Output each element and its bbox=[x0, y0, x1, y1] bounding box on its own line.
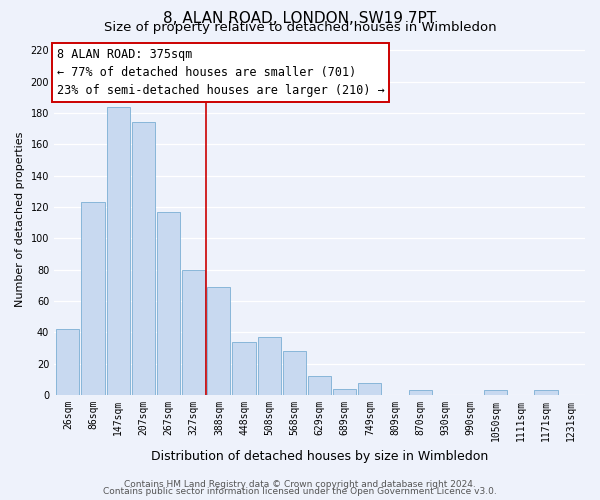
Bar bbox=[333, 389, 356, 395]
Bar bbox=[207, 287, 230, 395]
Text: 8, ALAN ROAD, LONDON, SW19 7PT: 8, ALAN ROAD, LONDON, SW19 7PT bbox=[163, 11, 437, 26]
Bar bbox=[409, 390, 432, 395]
Text: Contains public sector information licensed under the Open Government Licence v3: Contains public sector information licen… bbox=[103, 487, 497, 496]
Bar bbox=[82, 202, 104, 395]
Bar bbox=[232, 342, 256, 395]
Bar bbox=[107, 107, 130, 395]
Bar bbox=[132, 122, 155, 395]
Bar bbox=[182, 270, 205, 395]
Text: 8 ALAN ROAD: 375sqm
← 77% of detached houses are smaller (701)
23% of semi-detac: 8 ALAN ROAD: 375sqm ← 77% of detached ho… bbox=[56, 48, 385, 97]
X-axis label: Distribution of detached houses by size in Wimbledon: Distribution of detached houses by size … bbox=[151, 450, 488, 462]
Bar bbox=[535, 390, 557, 395]
Bar bbox=[308, 376, 331, 395]
Y-axis label: Number of detached properties: Number of detached properties bbox=[15, 131, 25, 306]
Bar bbox=[56, 330, 79, 395]
Bar bbox=[283, 352, 306, 395]
Bar bbox=[157, 212, 180, 395]
Text: Contains HM Land Registry data © Crown copyright and database right 2024.: Contains HM Land Registry data © Crown c… bbox=[124, 480, 476, 489]
Bar bbox=[358, 382, 382, 395]
Bar bbox=[257, 337, 281, 395]
Text: Size of property relative to detached houses in Wimbledon: Size of property relative to detached ho… bbox=[104, 21, 496, 34]
Bar bbox=[484, 390, 507, 395]
